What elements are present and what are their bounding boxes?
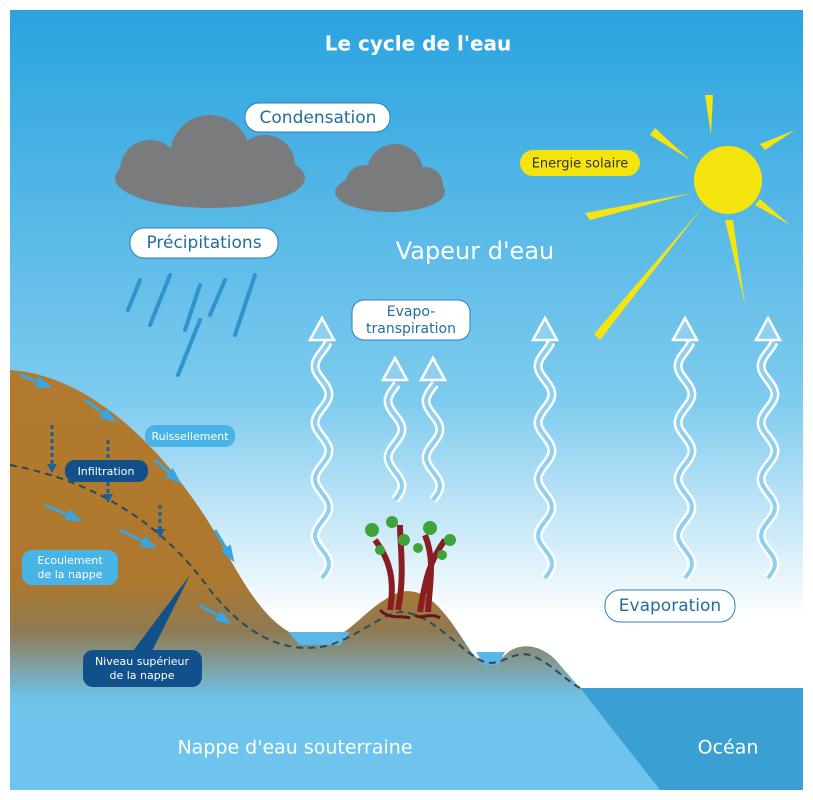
label-box [129, 227, 279, 259]
label: Infiltration [78, 465, 135, 478]
arrow-head [47, 464, 57, 473]
water-table [9, 464, 581, 689]
vapour-arrow-core [758, 341, 778, 580]
vapour-arrow-core [675, 341, 695, 580]
label: Ecoulement [37, 554, 103, 567]
vapour-arrows [307, 315, 783, 581]
arrow-head [139, 535, 158, 549]
label-box [244, 102, 391, 133]
runoff-arrows [19, 373, 235, 625]
arrow-head [164, 467, 182, 484]
title: Le cycle de l'eau [325, 32, 512, 56]
label-box [145, 425, 235, 447]
arrow-head [380, 355, 410, 382]
arrow-head [418, 355, 448, 382]
label: de la nappe [110, 669, 175, 682]
vapour-arrow-core [385, 382, 404, 502]
arrow-head [99, 408, 117, 424]
label: Condensation [260, 108, 377, 128]
label: Nappe d'eau souterraine [177, 737, 412, 759]
label: transpiration [366, 321, 456, 337]
label-box [83, 650, 202, 687]
label: Vapeur d'eau [396, 237, 554, 265]
label: rivière, lac [282, 610, 350, 625]
label: Ruissellement [151, 430, 229, 443]
ocean [580, 688, 803, 790]
label: Océan [698, 737, 759, 759]
tree [365, 516, 456, 620]
arrow-head [753, 315, 783, 342]
arrow-head [307, 315, 337, 342]
label-box [604, 589, 736, 623]
arrow-head [530, 315, 560, 342]
groundwater [10, 705, 650, 790]
arrow-head [155, 529, 165, 538]
arrow-head [103, 494, 113, 503]
label: Précipitations [146, 233, 261, 253]
arrow-head [670, 315, 700, 342]
arrow-head [64, 509, 83, 522]
label: Evapo- [387, 304, 435, 320]
label-box [351, 299, 471, 341]
label-box [65, 460, 148, 482]
label-box [520, 150, 640, 176]
vapour-arrow-core [312, 341, 332, 580]
label: fleuve [473, 626, 513, 641]
lake [288, 632, 350, 645]
pointer [130, 575, 190, 655]
sun [585, 95, 795, 340]
arrow-head [214, 610, 233, 625]
label: de la nappe [38, 568, 103, 581]
label: Evaporation [619, 596, 721, 616]
arrow-head [220, 544, 235, 563]
cloud [115, 115, 305, 208]
label: Energie solaire [532, 157, 629, 172]
label-box [22, 550, 118, 585]
cloud [335, 144, 445, 212]
label: Niveau supérieur [95, 655, 190, 668]
vapour-arrow-core [423, 382, 442, 502]
arrow-head [34, 376, 53, 389]
rain [126, 273, 257, 377]
vapour-arrow-core [535, 341, 555, 580]
